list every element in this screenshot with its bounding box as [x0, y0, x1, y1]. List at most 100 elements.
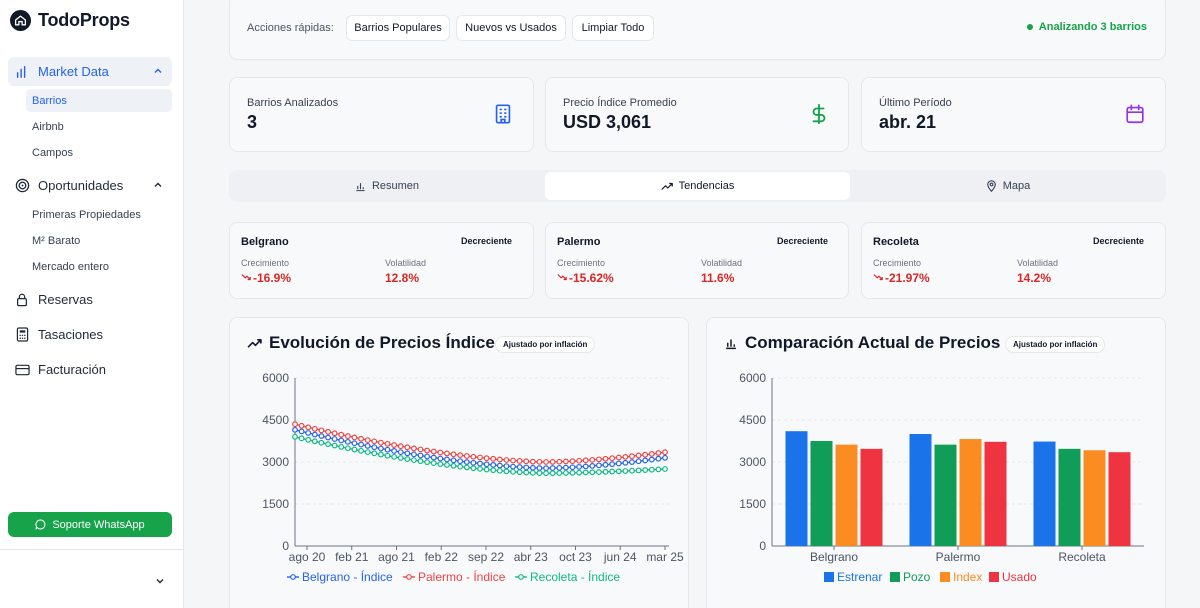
data-point	[503, 468, 510, 475]
sidebar-item-mercado-entero[interactable]: Mercado entero	[32, 260, 110, 273]
home-logo-icon	[10, 10, 31, 31]
data-point	[490, 455, 497, 462]
data-point	[510, 468, 516, 475]
sidebar-item-tasaciones[interactable]: Tasaciones	[8, 320, 172, 349]
whatsapp-support-button[interactable]: Soporte WhatsApp	[8, 512, 172, 537]
data-point	[602, 468, 609, 475]
data-point	[384, 452, 391, 459]
data-point	[483, 466, 490, 473]
data-point	[470, 465, 477, 472]
data-point	[622, 453, 629, 460]
data-point	[338, 437, 345, 444]
data-point	[543, 465, 549, 472]
data-point	[655, 450, 662, 456]
data-point	[358, 435, 364, 442]
data-point	[576, 457, 583, 464]
data-point	[615, 454, 622, 461]
data-point	[596, 456, 602, 463]
x-tick-label: feb 21	[335, 550, 369, 564]
data-point	[298, 428, 305, 435]
data-point	[397, 455, 404, 461]
data-point	[444, 462, 450, 468]
data-point	[529, 458, 536, 465]
data-point	[477, 460, 483, 467]
data-point	[344, 438, 351, 445]
data-point	[463, 453, 470, 459]
brand-name: TodoProps	[38, 10, 130, 30]
bar-chart-title: Comparación Actual de Precios	[724, 333, 1000, 353]
data-point	[549, 459, 556, 465]
data-point	[318, 433, 325, 439]
stat-card-periodo	[861, 77, 1166, 152]
bar	[1033, 441, 1056, 546]
barrios-populares-button[interactable]: Barrios Populares	[346, 15, 450, 41]
legend-label: Recoleta - Índice	[530, 569, 620, 584]
bar	[835, 444, 858, 546]
sidebar-item-reservas[interactable]: Reservas	[8, 285, 172, 314]
chevron-down-icon[interactable]	[154, 575, 166, 587]
sidebar-item-barrios[interactable]: Barrios	[26, 89, 172, 112]
data-point	[351, 440, 358, 447]
tab-tendencias[interactable]: Tendencias	[545, 172, 850, 200]
sidebar-item-market-data[interactable]: Market Data	[8, 57, 172, 86]
sidebar-item-primeras-propiedades[interactable]: Primeras Propiedades	[32, 208, 141, 221]
legend-marker-dot	[290, 574, 296, 580]
credit-card-icon	[14, 362, 30, 378]
y-tick-label: 1500	[262, 497, 289, 511]
tab-resumen[interactable]: Resumen	[231, 172, 543, 200]
inflation-adjusted-badge: Ajustado por inflación	[1005, 336, 1106, 353]
nuevos-vs-usados-button[interactable]: Nuevos vs Usados	[456, 15, 566, 41]
data-point	[523, 458, 530, 465]
data-point	[470, 459, 477, 466]
data-point	[642, 451, 649, 458]
brand[interactable]: TodoProps	[10, 10, 130, 31]
growth-label: Crecimiento	[241, 258, 290, 268]
data-point	[490, 462, 497, 468]
data-point	[338, 443, 345, 450]
sidebar-item-label: Market Data	[38, 64, 109, 79]
data-point	[655, 466, 662, 473]
trending-down-icon	[557, 274, 567, 281]
data-point	[292, 426, 298, 433]
sidebar-item-facturacion[interactable]: Facturación	[8, 355, 172, 384]
x-tick-label: oct 23	[559, 550, 592, 564]
data-point	[576, 469, 583, 476]
stat-value: USD 3,061	[563, 112, 652, 132]
y-tick-label: 4500	[739, 413, 766, 427]
sidebar-item-campos[interactable]: Campos	[32, 146, 73, 159]
data-point	[397, 443, 404, 450]
sidebar-item-label: Tasaciones	[38, 327, 104, 342]
legend-label: Palermo - Índice	[418, 569, 506, 584]
trend-tag: Decreciente	[461, 236, 513, 246]
data-point	[629, 453, 635, 460]
sidebar-item-m2-barato[interactable]: M² Barato	[32, 234, 81, 247]
data-point	[543, 459, 549, 465]
stat-value: 3	[247, 112, 258, 132]
y-tick-label: 3000	[262, 455, 289, 469]
tab-mapa[interactable]: Mapa	[852, 172, 1164, 200]
chevron-up-icon[interactable]	[152, 65, 164, 77]
data-point	[562, 458, 569, 465]
data-point	[311, 438, 318, 445]
data-point	[358, 441, 364, 448]
data-point	[622, 459, 629, 466]
limpiar-todo-button[interactable]: Limpiar Todo	[572, 15, 654, 41]
data-point	[496, 456, 503, 463]
data-point	[292, 421, 298, 428]
data-point	[450, 457, 457, 464]
data-point	[437, 455, 444, 462]
x-tick-label: Belgrano	[810, 550, 858, 564]
data-point	[411, 457, 417, 464]
chevron-up-icon[interactable]	[152, 179, 164, 191]
data-point	[556, 458, 563, 465]
data-point	[589, 462, 596, 469]
bar-chart: 0 1500 3000 4500 6000 Belgrano Palermo Recoleta…	[739, 371, 1144, 584]
sidebar-item-oportunidades[interactable]: Oportunidades	[8, 171, 172, 200]
data-point	[411, 445, 417, 452]
trend-card-belgrano	[229, 222, 534, 299]
legend-swatch	[989, 572, 999, 582]
data-point	[364, 437, 371, 443]
sidebar-item-airbnb[interactable]: Airbnb	[32, 120, 64, 133]
data-point	[457, 458, 464, 465]
bar-chart-title-text: Comparación Actual de Precios	[745, 333, 1001, 352]
